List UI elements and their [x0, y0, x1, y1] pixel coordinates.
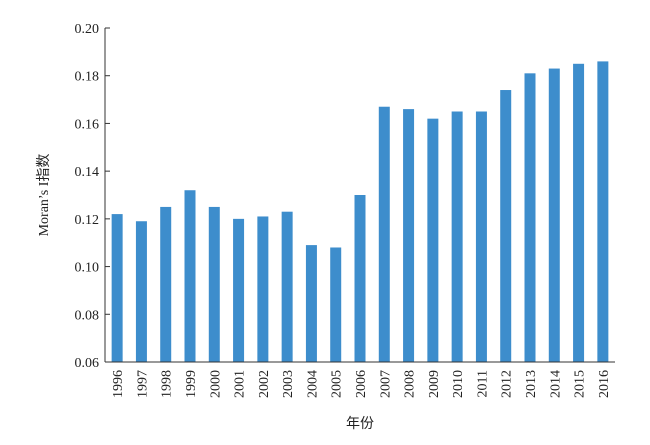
bar-2003: [281, 211, 293, 362]
x-tick-label: 2011: [475, 370, 490, 397]
x-tick-label: 2015: [573, 370, 588, 398]
bar-2014: [548, 68, 560, 362]
y-tick-label: 0.10: [75, 261, 100, 276]
bar-2004: [305, 245, 317, 362]
bar-2005: [330, 247, 342, 362]
x-tick-label: 1999: [184, 370, 199, 398]
bar-2006: [354, 195, 366, 362]
x-tick-label: 1996: [111, 370, 126, 398]
y-axis-title: Moran’s I指数: [36, 154, 52, 237]
y-tick-label: 0.12: [75, 213, 100, 228]
x-tick-label: 2016: [597, 370, 612, 398]
x-axis: 1996 1997 1998 1999 2000 2001 2002 2003 2004 2005…: [105, 361, 615, 398]
bar-2010: [451, 111, 463, 362]
bar-2001: [233, 218, 245, 362]
x-tick-label: 2001: [233, 370, 248, 398]
bar-1997: [135, 221, 147, 362]
y-tick-label: 0.08: [75, 308, 100, 323]
x-tick-label: 2009: [427, 370, 442, 398]
x-tick-label: 2005: [330, 370, 345, 398]
x-tick-label: 2006: [354, 370, 369, 398]
y-tick-label: 0.20: [75, 22, 100, 37]
x-tick-label: 2004: [305, 370, 320, 398]
y-axis: 0.06 0.08 0.10 0.12 0.14 0.16 0.18 0.20: [75, 22, 110, 371]
x-tick-label: 1998: [160, 370, 175, 398]
x-tick-label: 2010: [451, 370, 466, 398]
bar-2007: [378, 106, 390, 362]
x-tick-label: 2003: [281, 370, 296, 398]
bar-1998: [160, 206, 172, 362]
bar-1999: [184, 190, 196, 362]
x-tick-label: 2014: [548, 370, 563, 398]
bar-2013: [524, 73, 536, 362]
x-tick-label: 2007: [378, 370, 393, 398]
bar-2008: [403, 109, 415, 362]
y-tick-label: 0.14: [75, 165, 100, 180]
x-tick-label: 2000: [208, 370, 223, 398]
bar-1996: [111, 214, 123, 362]
x-tick-label: 2008: [403, 370, 418, 398]
bar-2000: [208, 206, 220, 362]
bar-2011: [475, 111, 487, 362]
y-tick-label: 0.06: [75, 356, 100, 371]
x-tick-label: 1997: [135, 370, 150, 398]
y-tick-label: 0.16: [75, 117, 100, 132]
x-tick-label: 2012: [500, 370, 515, 398]
bar-2015: [573, 63, 585, 362]
bar-2016: [597, 61, 609, 363]
bar-2009: [427, 118, 439, 362]
x-tick-label: 2013: [524, 370, 539, 398]
bar-2012: [500, 90, 512, 362]
x-axis-title: 年份: [346, 416, 374, 432]
bar-2002: [257, 216, 269, 362]
y-tick-label: 0.18: [75, 70, 100, 85]
x-tick-label: 2002: [257, 370, 272, 398]
bars-group: [111, 61, 609, 363]
